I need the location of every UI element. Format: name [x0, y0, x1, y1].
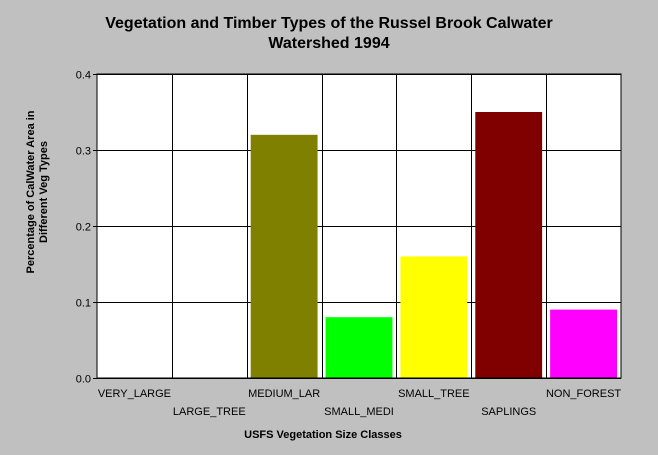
y-axis-label-line-1: Percentage of CalWater Area in — [25, 110, 37, 273]
x-tick-label: LARGE_TREE — [173, 406, 246, 418]
bar-small_tree — [400, 256, 468, 378]
y-tick-label: 0.3 — [76, 146, 91, 158]
y-tick-label: 0.4 — [76, 70, 91, 82]
chart-title-line-1: Vegetation and Timber Types of the Russe… — [105, 15, 553, 32]
x-tick-label: NON_FOREST — [546, 388, 621, 400]
y-tick-labels: 0.0 0.1 0.2 0.3 0.4 — [76, 70, 91, 386]
x-tick-label: MEDIUM_LAR — [248, 388, 320, 400]
x-tick-label: SAPLINGS — [481, 406, 536, 418]
chart-title-line-2: Watershed 1994 — [268, 35, 390, 52]
bar-small_medi — [325, 317, 393, 378]
y-tick-label: 0.1 — [76, 298, 91, 310]
y-axis-label-line-2: Different Veg Types — [38, 141, 50, 243]
y-axis-label: Percentage of CalWater Area in Different… — [25, 110, 50, 273]
x-tick-label: VERY_LARGE — [98, 388, 171, 400]
bars — [250, 112, 617, 378]
bar-medium_lar — [250, 134, 318, 378]
x-tick-label: SMALL_MEDI — [324, 406, 394, 418]
y-tick-label: 0.0 — [76, 374, 91, 386]
bar-saplings — [475, 112, 543, 378]
bar-non_forest — [550, 309, 617, 378]
x-axis-label: USFS Vegetation Size Classes — [244, 429, 402, 441]
y-tick-label: 0.2 — [76, 222, 91, 234]
x-tick-label: SMALL_TREE — [398, 388, 470, 400]
chart-title: Vegetation and Timber Types of the Russe… — [0, 14, 658, 54]
plot-border — [96, 73, 622, 379]
